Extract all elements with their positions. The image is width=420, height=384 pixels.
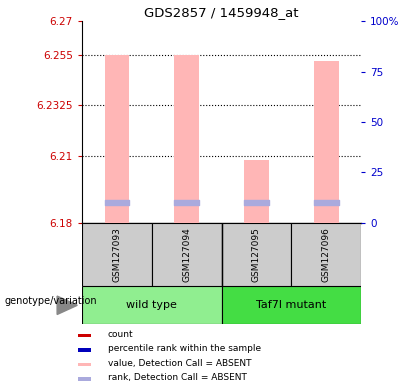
Text: count: count [108,330,134,339]
Text: GSM127094: GSM127094 [182,227,191,282]
Bar [314,61,339,223]
Bar [291,223,361,286]
Text: Taf7l mutant: Taf7l mutant [256,300,326,310]
Bar [174,55,199,223]
Text: GSM127095: GSM127095 [252,227,261,282]
Text: rank, Detection Call = ABSENT: rank, Detection Call = ABSENT [108,373,247,382]
Text: percentile rank within the sample: percentile rank within the sample [108,344,261,353]
Polygon shape [57,296,77,314]
Text: genotype/variation: genotype/variation [4,296,97,306]
Text: GSM127093: GSM127093 [112,227,121,282]
Bar [82,286,222,324]
Bar [78,334,91,338]
Text: GSM127096: GSM127096 [322,227,331,282]
Bar [78,348,91,352]
Bar [105,55,129,223]
Bar [78,377,91,381]
Text: value, Detection Call = ABSENT: value, Detection Call = ABSENT [108,359,252,368]
Bar [222,223,291,286]
Bar [222,286,361,324]
Title: GDS2857 / 1459948_at: GDS2857 / 1459948_at [144,5,299,18]
Bar [244,160,269,223]
Bar [152,223,222,286]
Bar [82,223,152,286]
Text: wild type: wild type [126,300,177,310]
Bar [78,362,91,366]
